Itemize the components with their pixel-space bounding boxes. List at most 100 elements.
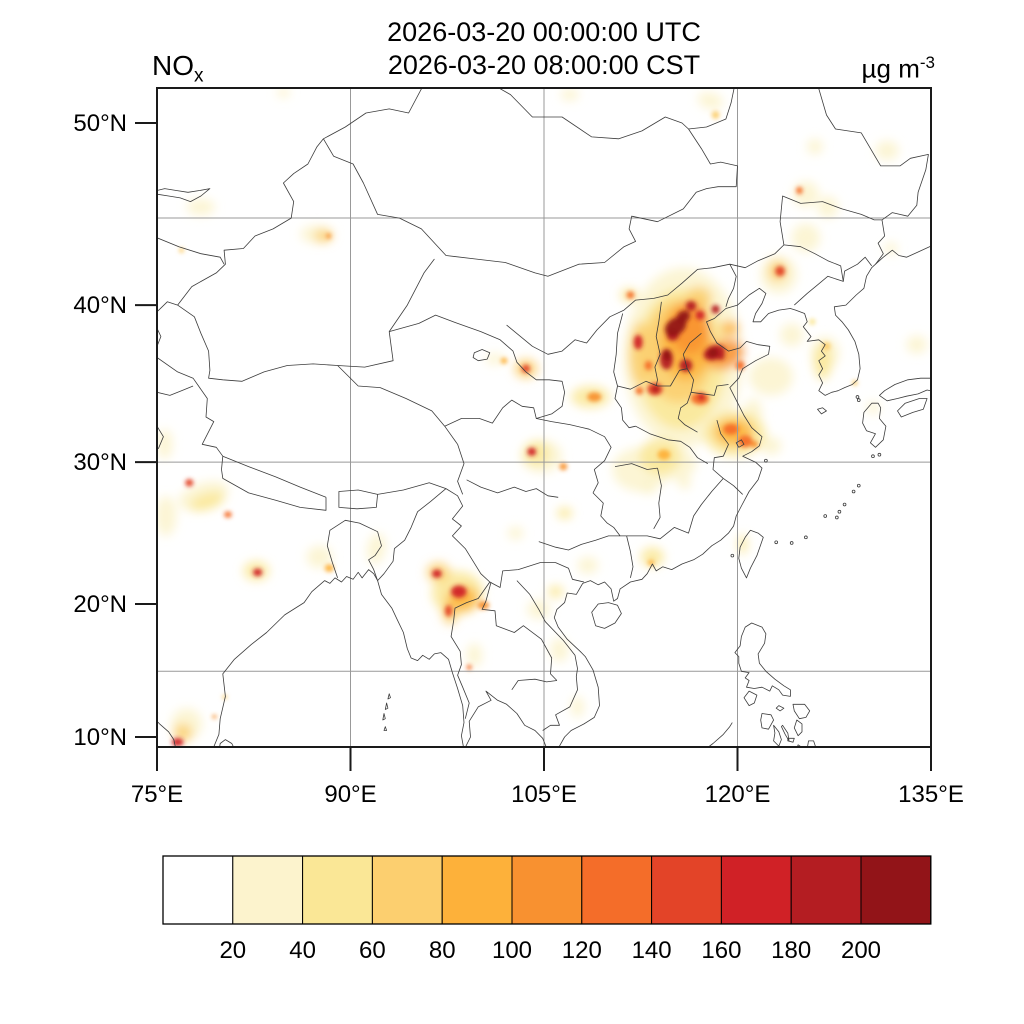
colorbar-tick-label: 120 — [562, 937, 602, 964]
concentration-blob — [807, 138, 823, 155]
concentration-blob — [212, 714, 217, 719]
concentration-blob — [173, 723, 192, 743]
concentration-blob — [657, 449, 671, 460]
colorbar-tick-label: 60 — [359, 937, 386, 964]
y-axis-tick-label: 40°N — [73, 292, 127, 319]
island-dot — [804, 535, 808, 540]
concentration-blob — [750, 440, 759, 449]
concentration-blob — [477, 601, 490, 610]
geo-ring — [793, 719, 803, 737]
geo-line — [221, 456, 327, 511]
colorbar-segment — [860, 855, 932, 925]
map-area — [157, 88, 931, 747]
geo-line — [879, 377, 931, 402]
geo-line — [626, 478, 724, 540]
concentration-blob — [157, 495, 177, 537]
concentration-cores — [171, 110, 858, 747]
geo-line — [688, 88, 735, 130]
geo-line — [635, 425, 708, 464]
concentration-blob — [679, 359, 693, 372]
x-axis-tick-label: 105°E — [511, 781, 577, 808]
concentration-blob — [626, 291, 635, 299]
geo-ring — [734, 622, 791, 697]
concentration-blob — [325, 233, 332, 239]
geo-line — [511, 678, 557, 691]
concentration-blob — [716, 351, 725, 360]
concentration-blob — [711, 304, 720, 314]
island-dot — [730, 553, 735, 558]
plot-title: 2026-03-20 00:00:00 UTC 2026-03-20 08:00… — [157, 16, 931, 82]
island-dot — [835, 515, 839, 520]
geo-line — [445, 488, 585, 588]
geo-line — [653, 468, 662, 529]
concentration-blob — [817, 196, 839, 219]
concentration-blob — [252, 568, 263, 577]
geo-line — [389, 314, 527, 373]
concentration-blob — [633, 334, 643, 350]
colorbar-tick-label: 200 — [841, 937, 881, 964]
geo-ring — [775, 705, 785, 712]
colorbar-tick-label: 40 — [289, 937, 316, 964]
concentration-blob — [707, 347, 719, 358]
concentration-blob — [647, 559, 655, 566]
geo-line — [481, 581, 558, 681]
colorbar-segment — [371, 855, 443, 925]
units-text: µg m — [861, 53, 920, 84]
concentration-blob — [695, 310, 705, 320]
colorbar-tick-label: 180 — [771, 937, 811, 964]
geo-line — [617, 332, 702, 390]
concentration-blob — [547, 585, 564, 598]
colorbar-tick-label: 160 — [701, 937, 741, 964]
concentration-halos — [157, 88, 928, 743]
geo-line — [157, 425, 164, 449]
concentration-blob — [185, 478, 194, 487]
geo-ring — [773, 724, 782, 747]
colorbar-segment — [441, 855, 513, 925]
concentration-blob — [485, 353, 505, 365]
concentration-blob — [720, 320, 739, 336]
coastlines-and-borders — [157, 88, 931, 747]
geo-ring — [338, 489, 378, 510]
geo-ring — [383, 726, 387, 731]
species-text: NO — [152, 50, 194, 81]
y-axis-tick-label: 50°N — [73, 110, 127, 137]
units-superscript: -3 — [919, 53, 935, 72]
geo-line — [444, 425, 465, 495]
concentration-blob — [556, 507, 573, 519]
geo-line — [654, 301, 662, 387]
concentration-blob — [314, 229, 333, 243]
colorbar-tick-label: 140 — [632, 937, 672, 964]
geo-ring — [787, 737, 795, 743]
geo-ring — [738, 529, 764, 579]
geo-line — [466, 479, 559, 498]
title-line-cst: 2026-03-20 08:00:00 CST — [387, 50, 701, 80]
concentration-blob — [796, 186, 803, 195]
geo-line — [592, 492, 627, 537]
geo-line — [326, 519, 382, 581]
geo-line — [157, 720, 176, 747]
geo-line — [525, 371, 565, 419]
geo-line — [506, 244, 785, 355]
geo-line — [157, 328, 162, 347]
concentration-blob — [466, 664, 472, 670]
concentration-blob — [866, 401, 880, 414]
concentration-blob — [186, 198, 216, 216]
geo-line — [213, 245, 931, 747]
concentration-blob — [577, 557, 599, 574]
concentration-blob — [521, 364, 531, 373]
x-axis-tick-label: 135°E — [898, 781, 964, 808]
y-axis-tick-label: 30°N — [73, 449, 127, 476]
concentration-blob — [697, 393, 706, 401]
concentration-blob — [644, 360, 653, 371]
concentration-blob — [749, 357, 793, 396]
island-dot — [855, 395, 860, 399]
colorbar-segment — [651, 855, 722, 925]
title-line-utc: 2026-03-20 00:00:00 UTC — [387, 17, 701, 47]
island-dot — [842, 502, 847, 507]
concentration-blob — [527, 447, 537, 456]
geo-line — [783, 244, 844, 282]
concentration-blob — [587, 392, 602, 402]
concentration-blob — [550, 637, 569, 662]
concentration-blob — [775, 265, 785, 277]
